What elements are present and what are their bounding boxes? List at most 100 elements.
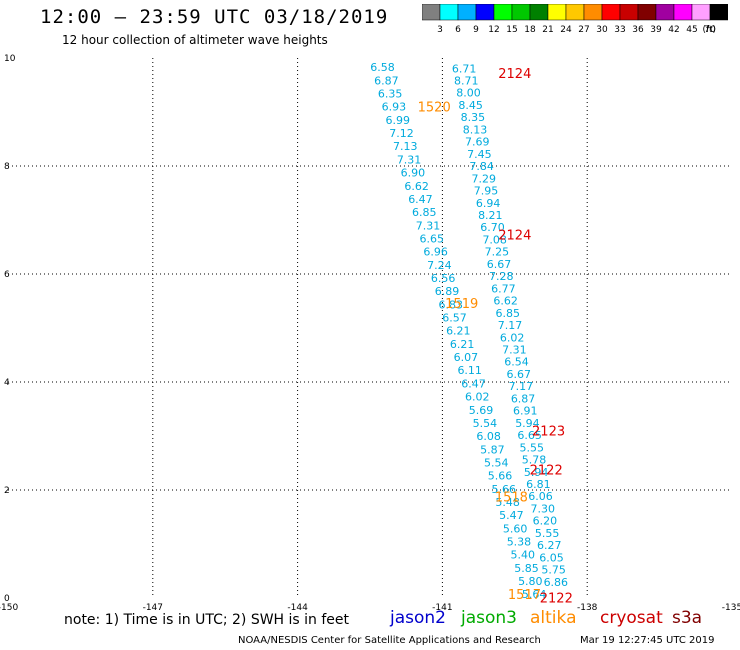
swh-value-track-a: 5.66 — [488, 470, 513, 483]
swh-value-track-a: 6.02 — [465, 391, 490, 404]
x-tick-label: -147 — [143, 603, 163, 612]
time-label: 2122 — [540, 591, 573, 606]
swh-value-track-a: 6.83 — [439, 298, 464, 311]
swh-value-track-b: 7.17 — [498, 319, 523, 332]
swh-value-track-a: 6.21 — [450, 338, 475, 351]
swh-value-track-b: 7.84 — [469, 160, 494, 173]
legend-tick-label: 3 — [437, 25, 443, 35]
swh-value-track-b: 6.06 — [528, 490, 553, 503]
color-scale-legend: 3 6 9 12 15 18 21 24 27 30 33 36 39 42 45 70(ft) — [422, 4, 728, 35]
swh-value-track-a: 5.54 — [473, 417, 498, 430]
swh-value-track-b: 8.45 — [458, 99, 483, 112]
swh-value-track-b: 6.87 — [511, 392, 536, 405]
y-tick-label: 2 — [4, 486, 10, 496]
swh-value-track-a: 5.38 — [507, 536, 532, 549]
swh-value-track-a: 6.90 — [401, 167, 426, 180]
swh-value-track-b: 6.70 — [480, 221, 505, 234]
swh-value-track-b: 6.91 — [513, 405, 538, 418]
swh-value-track-a: 6.99 — [385, 114, 410, 127]
swh-value-track-a: 6.65 — [420, 232, 445, 245]
swh-value-track-a: 6.62 — [404, 180, 429, 193]
swh-value-track-b: 7.29 — [472, 172, 497, 185]
swh-value-track-a: 5.48 — [495, 496, 520, 509]
swh-value-track-a: 6.57 — [442, 312, 467, 325]
legend-tick-label: 39 — [650, 25, 662, 35]
y-tick-label: 0 — [4, 594, 10, 604]
swh-value-track-b: 7.08 — [482, 233, 507, 246]
legend-tick-label: 30 — [596, 25, 608, 35]
swh-value-track-b: 5.55 — [520, 441, 545, 454]
swh-value-track-b: 7.28 — [489, 270, 514, 283]
time-label: 2123 — [532, 425, 565, 440]
satellite-altika-label: altika — [530, 608, 577, 628]
x-tick-label: -138 — [577, 603, 598, 612]
swh-value-track-b: 6.77 — [491, 282, 516, 295]
swh-value-track-a: 5.40 — [510, 549, 535, 562]
satellite-jason2-label: jason2 — [390, 608, 446, 628]
swh-value-track-b: 6.81 — [526, 478, 551, 491]
swh-value-track-a: 6.07 — [454, 351, 479, 364]
y-tick-label: 4 — [4, 378, 10, 388]
legend-tick-label: 24 — [560, 25, 572, 35]
time-label: 2124 — [498, 67, 531, 82]
swh-value-track-b: 5.94 — [515, 417, 540, 430]
swh-value-track-b: 6.27 — [537, 539, 562, 552]
swh-value-track-a: 5.47 — [499, 509, 524, 522]
swh-value-track-b: 8.00 — [456, 87, 481, 100]
swh-value-track-a: 7.13 — [393, 140, 418, 153]
swh-value-track-a: 7.31 — [416, 219, 441, 232]
footer-credit: NOAA/NESDIS Center for Satellite Applica… — [238, 635, 541, 646]
footer-timestamp: Mar 19 12:27:45 UTC 2019 — [580, 635, 715, 646]
legend-tick-label: 9 — [473, 25, 479, 35]
swh-value-track-a: 6.93 — [382, 101, 407, 114]
swh-value-track-a: 6.47 — [408, 193, 433, 206]
legend-tick-label: 6 — [455, 25, 461, 35]
swh-value-track-b: 5.55 — [535, 527, 560, 540]
swh-value-track-a: 5.66 — [492, 483, 517, 496]
swh-value-track-b: 8.13 — [463, 123, 488, 136]
swh-value-track-a: 6.85 — [412, 206, 437, 219]
x-tick-label: -150 — [0, 603, 18, 612]
legend-tick-label: 36 — [632, 25, 644, 35]
altimeter-plot: -150-147-144-141-138-13502468106.586.876… — [0, 54, 740, 612]
legend-tick-label: 27 — [578, 25, 589, 35]
swh-value-track-b: 8.35 — [461, 111, 486, 124]
chart-title: 12:00 – 23:59 UTC 03/18/2019 — [40, 6, 389, 28]
legend-tick-label: 18 — [524, 25, 536, 35]
legend-tick-label: 15 — [506, 25, 517, 35]
swh-value-track-b: 6.71 — [452, 62, 477, 75]
legend-tick-label: 33 — [614, 25, 625, 35]
swh-value-track-a: 6.08 — [476, 430, 501, 443]
x-tick-label: -144 — [287, 603, 308, 612]
swh-value-track-a: 6.58 — [370, 61, 395, 74]
time-label: 1518 — [495, 490, 528, 505]
y-tick-label: 10 — [4, 54, 16, 64]
swh-value-track-a: 6.11 — [457, 364, 482, 377]
swh-value-track-b: 7.45 — [467, 148, 492, 161]
swh-value-track-b: 6.67 — [487, 258, 512, 271]
swh-value-track-b: 7.31 — [502, 343, 527, 356]
satellite-cryosat-label: cryosat — [600, 608, 663, 628]
y-tick-label: 8 — [4, 162, 10, 172]
swh-value-track-b: 8.21 — [478, 209, 503, 222]
swh-value-track-b: 6.94 — [476, 197, 501, 210]
swh-value-track-b: 7.17 — [509, 380, 534, 393]
x-tick-label: -135 — [722, 603, 740, 612]
swh-value-track-a: 6.89 — [435, 285, 460, 298]
time-label: 1519 — [445, 297, 478, 312]
legend-unit-label: (ft) — [702, 25, 716, 35]
swh-value-track-b: 5.75 — [541, 564, 566, 577]
swh-value-track-b: 6.62 — [493, 295, 518, 308]
swh-value-track-a: 5.69 — [469, 404, 494, 417]
swh-value-track-a: 5.60 — [503, 522, 528, 535]
swh-value-track-b: 8.71 — [454, 74, 479, 87]
legend-tick-label: 42 — [668, 25, 679, 35]
swh-value-track-a: 7.24 — [427, 259, 452, 272]
legend-swatch — [709, 4, 728, 21]
swh-value-track-b: 5.78 — [522, 454, 547, 467]
swh-value-track-a: 6.87 — [374, 74, 399, 87]
legend-tick-label: 12 — [488, 25, 499, 35]
swh-value-track-a: 6.35 — [378, 88, 403, 101]
swh-value-track-a: 7.12 — [389, 127, 414, 140]
satellite-jason3-label: jason3 — [461, 608, 517, 628]
